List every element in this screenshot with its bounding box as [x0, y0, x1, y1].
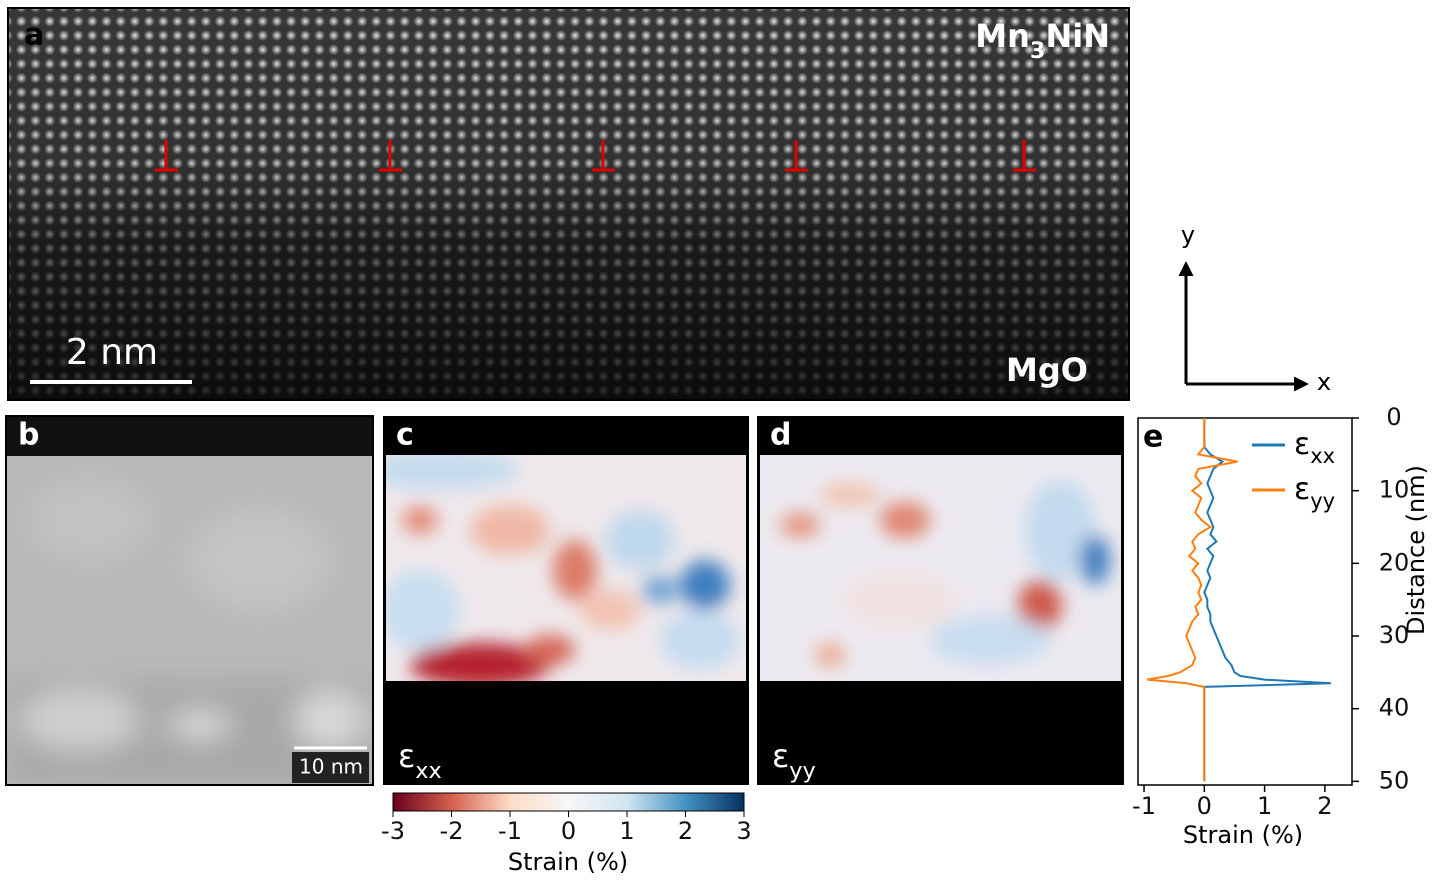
image-texture [6, 480, 373, 785]
panel-border [5, 415, 374, 786]
panel-label: e [1143, 420, 1163, 455]
scale-bar-label: 2 nm [66, 332, 158, 373]
colorbar-label: Strain (%) [508, 848, 628, 876]
x-tick-label: 0 [1197, 792, 1212, 820]
legend-label: εyy [1294, 472, 1335, 514]
dislocation-markers [155, 140, 1036, 172]
strain-map-texture [780, 480, 1110, 667]
y-direction: y [1181, 221, 1195, 249]
colorbar-tick-label: 0 [561, 817, 576, 845]
y-tick-label: 0 [1386, 403, 1401, 431]
panel-c: c εxx [383, 416, 749, 785]
colorbar-tick-label: -1 [498, 817, 522, 845]
plot-area [1137, 417, 1353, 786]
legend-label: εxx [1294, 427, 1335, 469]
y-axis-label: Distance (nm) [1402, 465, 1430, 635]
panel-b: b 10 nm [5, 415, 374, 786]
scale-bar-box [292, 752, 369, 783]
y-tick-label: 40 [1379, 694, 1410, 722]
substrate-label: MgO [1006, 351, 1088, 389]
panel-d: d εyy [757, 416, 1124, 785]
y-tick-label: 10 [1379, 476, 1410, 504]
x-tick-label: -1 [1132, 792, 1156, 820]
colorbar: Strain (%) -3 -2 -1 0 1 2 3 [381, 792, 752, 876]
scale-bar-label: 10 nm [299, 755, 363, 779]
x-direction: x [1317, 368, 1331, 396]
y-tick-label: 20 [1379, 548, 1410, 576]
colorbar-tick-label: 1 [619, 817, 634, 845]
strain-map-texture [386, 455, 740, 681]
panel-a: a Mn3NiN MgO 2 nm [7, 7, 1130, 401]
x-tick-label: 2 [1317, 792, 1332, 820]
colorbar-tick-label: 2 [678, 817, 693, 845]
y-tick-label: 30 [1379, 621, 1410, 649]
colorbar-tick-label: 3 [736, 817, 751, 845]
y-tick-label: 50 [1379, 766, 1410, 794]
film-label: Mn3NiN [975, 17, 1110, 64]
panel-label: b [18, 418, 39, 453]
panel-label: c [396, 418, 414, 453]
colorbar-tick-label: -2 [440, 817, 464, 845]
image-shading [8, 8, 1129, 400]
panel-label: d [770, 418, 791, 453]
panel-border [7, 7, 1130, 401]
map-quantity: εxx [398, 737, 442, 784]
surface-layer [6, 416, 373, 456]
x-tick-label: 1 [1257, 792, 1272, 820]
map-quantity: εyy [772, 737, 816, 784]
x-axis-label: Strain (%) [1183, 821, 1303, 849]
axes-indicator: y x [1178, 221, 1331, 396]
colorbar-tick-label: -3 [381, 817, 405, 845]
colorbar-gradient [392, 792, 745, 812]
series-line [1146, 418, 1238, 782]
panel-e: e Strain (%) Distance (nm) -1 0 1 201020304… [1132, 403, 1430, 849]
panel-label: a [24, 18, 44, 53]
